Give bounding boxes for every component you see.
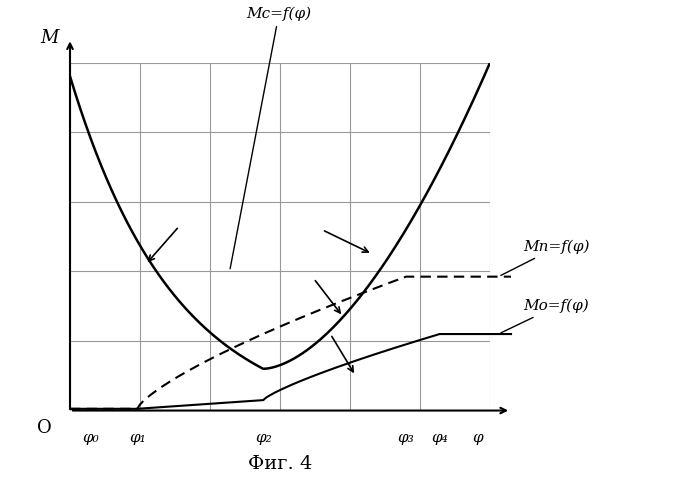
Text: Фиг. 4: Фиг. 4 — [248, 455, 312, 473]
Text: φ₁: φ₁ — [129, 431, 146, 445]
Text: Mo=f(φ): Mo=f(φ) — [501, 299, 589, 333]
Text: O: O — [37, 419, 52, 437]
Text: φ₂: φ₂ — [255, 431, 272, 445]
Text: M: M — [40, 29, 58, 47]
Text: φ₄: φ₄ — [431, 431, 448, 445]
Text: Mn=f(φ): Mn=f(φ) — [501, 240, 590, 275]
Text: Mc=f(φ): Mc=f(φ) — [230, 7, 312, 269]
Text: φ: φ — [472, 431, 483, 445]
Text: φ₃: φ₃ — [398, 431, 414, 445]
Text: φ₀: φ₀ — [83, 431, 99, 445]
